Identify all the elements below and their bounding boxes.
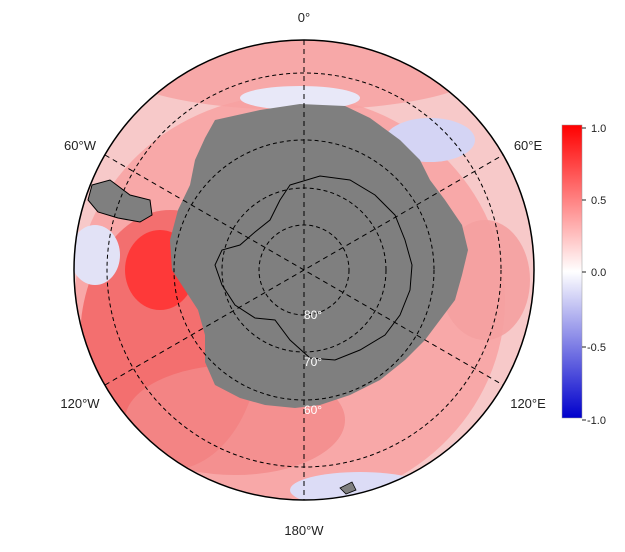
meridians: [104, 40, 504, 500]
lon-label-180: 180°W: [284, 523, 324, 538]
lat-label-70: 70°: [304, 355, 322, 369]
colorbar-tick: -0.5: [587, 342, 606, 354]
colorbar-tick: 1.0: [591, 123, 606, 135]
lon-label-120e: 120°E: [510, 396, 546, 411]
lat-label-60: 60°: [304, 403, 322, 417]
colorbar-tick-marks: [582, 127, 586, 421]
island: [339, 481, 357, 495]
globe-boundary: [73, 39, 535, 501]
lon-label-0: 0°: [298, 10, 310, 25]
lon-label-60w: 60°W: [64, 138, 97, 153]
lon-label-120w: 120°W: [60, 396, 100, 411]
antarctica-coastline: [214, 175, 413, 361]
colorbar: [561, 124, 583, 419]
antarctica-land: [170, 104, 468, 408]
lon-label-60e: 60°E: [514, 138, 543, 153]
colorbar-tick: -1.0: [587, 415, 606, 427]
colorbar-tick: 0.5: [591, 195, 606, 207]
lat-label-80: 80°: [304, 308, 322, 322]
colorbar-tick: 0.0: [591, 267, 606, 279]
